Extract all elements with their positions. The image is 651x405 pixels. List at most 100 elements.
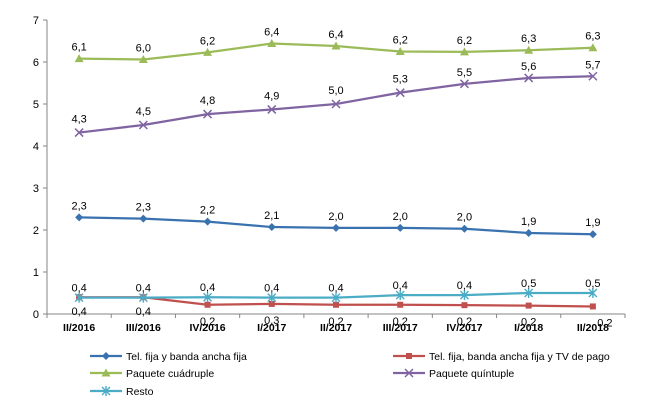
data-label: 0,4 bbox=[457, 280, 472, 292]
x-tick-label: II/2018 bbox=[577, 322, 609, 334]
data-point bbox=[268, 300, 275, 307]
data-point bbox=[333, 301, 339, 308]
data-label: 0,4 bbox=[136, 306, 151, 318]
y-tick-label: 3 bbox=[33, 183, 39, 195]
data-label: 1,9 bbox=[521, 216, 536, 228]
data-point bbox=[588, 288, 598, 298]
data-point bbox=[589, 303, 596, 310]
data-label: 0,4 bbox=[71, 306, 86, 318]
data-label: 2,1 bbox=[264, 210, 279, 222]
data-point bbox=[396, 223, 405, 232]
data-label: 6,1 bbox=[71, 42, 86, 54]
data-point bbox=[406, 353, 412, 359]
chart-legend: Tel. fija y banda ancha fija Tel. fija, b… bbox=[90, 351, 610, 398]
y-tick-label: 5 bbox=[33, 99, 39, 111]
data-label: 0,5 bbox=[585, 278, 600, 290]
data-point bbox=[588, 71, 598, 81]
data-point bbox=[102, 352, 110, 360]
data-point bbox=[75, 213, 84, 222]
data-label: 0,2 bbox=[393, 316, 408, 328]
data-label: 4,3 bbox=[71, 114, 86, 126]
x-tick-label: III/2017 bbox=[383, 322, 418, 334]
x-tick-label: II/2017 bbox=[320, 322, 352, 334]
data-label: 0,4 bbox=[393, 280, 408, 292]
x-tick-label: I/2018 bbox=[514, 322, 543, 334]
data-point bbox=[267, 223, 276, 232]
data-point bbox=[101, 386, 111, 396]
x-tick-label: IV/2016 bbox=[189, 322, 225, 334]
chart-data-labels: 2,3 2,3 2,2 2,1 2,0 2,0 2,0 1,9 1,9 0,4 0,4 0,2 0,3 0… bbox=[71, 27, 612, 330]
data-label: 5,5 bbox=[457, 67, 472, 79]
data-point bbox=[459, 79, 469, 89]
y-tick-label: 0 bbox=[33, 309, 39, 321]
data-point bbox=[395, 47, 405, 55]
data-point bbox=[459, 47, 469, 56]
data-point bbox=[588, 43, 598, 52]
data-label: 0,2 bbox=[521, 317, 536, 329]
data-point bbox=[460, 224, 469, 233]
chart-series-layer bbox=[74, 39, 598, 310]
data-label: 0,5 bbox=[521, 278, 536, 290]
data-label: 2,3 bbox=[136, 202, 151, 214]
data-point bbox=[74, 128, 84, 138]
data-point bbox=[461, 302, 468, 309]
chart-axes: 0 1 2 3 4 5 6 7 II/2016 III/2016 IV/2016 I/2017 II/2… bbox=[33, 15, 626, 334]
data-label: 6,3 bbox=[585, 31, 600, 43]
data-label: 0,4 bbox=[328, 283, 343, 295]
data-point bbox=[524, 45, 534, 54]
data-point bbox=[525, 302, 532, 309]
series-4 bbox=[74, 288, 598, 303]
data-point bbox=[524, 73, 534, 83]
data-point bbox=[74, 54, 84, 63]
legend-item: Tel. fija, banda ancha fija y TV de pago bbox=[393, 351, 610, 363]
data-label: 4,8 bbox=[200, 95, 215, 107]
data-point bbox=[139, 214, 148, 223]
data-point bbox=[267, 39, 277, 48]
data-label: 6,4 bbox=[328, 29, 343, 41]
legend-item: Paquete cuádruple bbox=[90, 368, 214, 380]
series-2 bbox=[74, 39, 598, 63]
data-point bbox=[331, 292, 341, 303]
data-point bbox=[331, 99, 341, 109]
data-label: 2,3 bbox=[71, 200, 86, 212]
data-label: 0,4 bbox=[136, 283, 151, 295]
data-point bbox=[203, 47, 213, 56]
data-label: 6,2 bbox=[457, 35, 472, 47]
data-point bbox=[203, 217, 212, 226]
data-label: 6,0 bbox=[136, 42, 151, 54]
data-label: 0,4 bbox=[71, 283, 86, 295]
data-point bbox=[397, 301, 404, 308]
data-point bbox=[524, 228, 533, 237]
legend-item: Paquete quíntuple bbox=[393, 368, 514, 380]
data-point bbox=[395, 88, 405, 98]
data-label: 6,4 bbox=[264, 27, 279, 39]
y-tick-label: 2 bbox=[33, 225, 39, 237]
legend-label: Tel. fija y banda ancha fija bbox=[126, 351, 247, 363]
data-point bbox=[404, 368, 414, 378]
legend-item: Tel. fija y banda ancha fija bbox=[90, 351, 247, 363]
data-point bbox=[395, 290, 405, 301]
data-label: 2,0 bbox=[457, 212, 472, 224]
data-label: 4,9 bbox=[264, 90, 279, 102]
x-tick-label: III/2016 bbox=[126, 322, 161, 334]
legend-label: Tel. fija, banda ancha fija y TV de pago bbox=[429, 351, 610, 363]
x-tick-label: I/2017 bbox=[257, 322, 286, 334]
series-3 bbox=[74, 71, 598, 138]
x-tick-label: II/2016 bbox=[63, 322, 95, 334]
data-point bbox=[459, 290, 469, 301]
legend-label: Resto bbox=[126, 386, 154, 398]
data-point bbox=[138, 54, 148, 63]
y-tick-label: 6 bbox=[33, 57, 39, 69]
data-point bbox=[203, 292, 213, 303]
data-point bbox=[203, 109, 213, 119]
data-label: 2,2 bbox=[200, 205, 215, 217]
data-label: 2,0 bbox=[328, 211, 343, 223]
data-label: 6,2 bbox=[200, 35, 215, 47]
data-label: 0,2 bbox=[200, 316, 215, 328]
data-label: 2,0 bbox=[393, 211, 408, 223]
data-label: 5,7 bbox=[585, 59, 600, 71]
data-label: 0,4 bbox=[264, 283, 279, 295]
data-point bbox=[267, 104, 277, 114]
data-point bbox=[138, 292, 148, 303]
